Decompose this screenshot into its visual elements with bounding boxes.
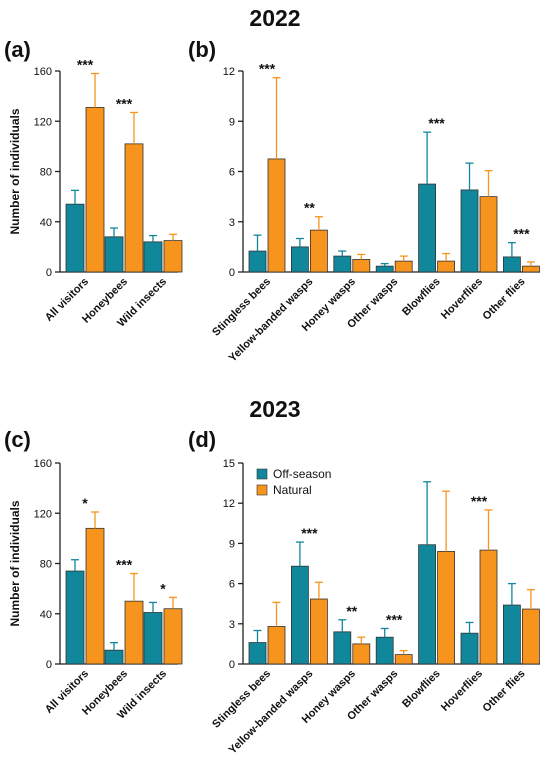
x-tick-label: Hoverflies — [439, 276, 485, 322]
bar-natural — [163, 240, 183, 273]
y-tick-label: 120 — [34, 116, 52, 128]
bar-off-season — [65, 203, 85, 273]
bar-natural — [522, 608, 540, 665]
significance-label: *** — [386, 611, 403, 627]
significance-label: *** — [428, 115, 445, 131]
x-tick-label: Yellow-banded wasps — [227, 276, 316, 365]
y-tick-label: 0 — [229, 659, 235, 671]
bar-off-season — [502, 604, 521, 665]
significance-label: *** — [116, 557, 133, 573]
y-tick-label: 120 — [34, 508, 52, 520]
year-title-2022: 2022 — [249, 5, 300, 31]
y-tick-label: 3 — [229, 217, 235, 229]
y-tick-label: 0 — [229, 267, 235, 279]
y-tick-label: 6 — [229, 167, 235, 179]
y-tick-label: 9 — [229, 116, 235, 128]
bar-off-season — [333, 631, 352, 665]
x-tick-label: Blowflies — [400, 276, 443, 319]
bar-natural — [267, 626, 286, 665]
legend-label: Off-season — [273, 467, 331, 481]
bar-off-season — [333, 255, 352, 273]
bar-natural — [85, 527, 105, 665]
bar-natural — [163, 608, 183, 665]
legend-swatch — [256, 468, 268, 480]
bar-off-season — [460, 189, 479, 273]
bar-off-season — [248, 250, 267, 273]
bar-natural — [479, 196, 498, 273]
bar-off-season — [248, 642, 267, 665]
bar-off-season — [375, 265, 394, 273]
y-tick-label: 3 — [229, 619, 235, 631]
y-tick-label: 40 — [40, 609, 52, 621]
x-tick-label: Yellow-banded wasps — [227, 668, 316, 757]
significance-label: *** — [116, 95, 133, 111]
bar-off-season — [290, 246, 309, 273]
bar-natural — [394, 654, 413, 665]
y-tick-label: 12 — [223, 66, 235, 78]
y-tick-label: 40 — [40, 217, 52, 229]
bar-natural — [479, 549, 498, 665]
year-title-2023: 2023 — [249, 396, 300, 422]
bar-natural — [267, 158, 286, 273]
bar-natural — [352, 259, 371, 273]
bar-off-season — [104, 236, 124, 273]
y-tick-label: 80 — [40, 167, 52, 179]
bar-natural — [85, 107, 105, 273]
bar-natural — [437, 551, 456, 665]
significance-label: *** — [259, 61, 276, 77]
significance-label: *** — [301, 525, 318, 541]
significance-label: * — [160, 580, 166, 596]
bar-off-season — [143, 241, 163, 273]
y-tick-label: 0 — [46, 659, 52, 671]
x-tick-label: Other flies — [481, 276, 528, 323]
bar-natural — [394, 260, 413, 273]
significance-label: ** — [304, 200, 315, 216]
panel-label: (b) — [188, 37, 216, 62]
significance-label: * — [82, 495, 88, 511]
bar-natural — [352, 643, 371, 665]
y-tick-label: 9 — [229, 538, 235, 550]
legend-swatch — [256, 484, 268, 496]
bar-off-season — [418, 183, 437, 273]
bar-natural — [309, 229, 328, 273]
bar-off-season — [104, 649, 124, 665]
bar-natural — [309, 598, 328, 665]
x-tick-label: Other flies — [481, 668, 528, 715]
significance-label: ** — [346, 603, 357, 619]
y-tick-label: 160 — [34, 458, 52, 470]
y-tick-label: 6 — [229, 579, 235, 591]
significance-label: *** — [77, 57, 94, 73]
bar-natural — [522, 265, 540, 273]
x-tick-label: Blowflies — [400, 668, 443, 711]
bar-off-season — [290, 565, 309, 665]
significance-label: *** — [513, 226, 530, 242]
bar-natural — [124, 143, 144, 273]
legend-label: Natural — [273, 483, 312, 497]
bar-off-season — [502, 256, 521, 273]
bar-off-season — [65, 570, 85, 665]
y-axis-label: Number of individuals — [8, 108, 22, 234]
y-tick-label: 12 — [223, 498, 235, 510]
y-tick-label: 15 — [223, 458, 235, 470]
bar-off-season — [143, 612, 163, 665]
panel-label: (d) — [188, 427, 216, 452]
bar-natural — [124, 600, 144, 665]
y-tick-label: 160 — [34, 66, 52, 78]
panel-label: (c) — [4, 427, 31, 452]
bar-off-season — [460, 632, 479, 665]
panel-label: (a) — [4, 37, 31, 62]
y-axis-label: Number of individuals — [8, 500, 22, 626]
significance-label: *** — [471, 493, 488, 509]
bar-off-season — [418, 544, 437, 665]
bar-natural — [437, 260, 456, 273]
y-tick-label: 0 — [46, 267, 52, 279]
y-tick-label: 80 — [40, 559, 52, 571]
x-tick-label: Hoverflies — [439, 668, 485, 714]
bar-off-season — [375, 636, 394, 665]
